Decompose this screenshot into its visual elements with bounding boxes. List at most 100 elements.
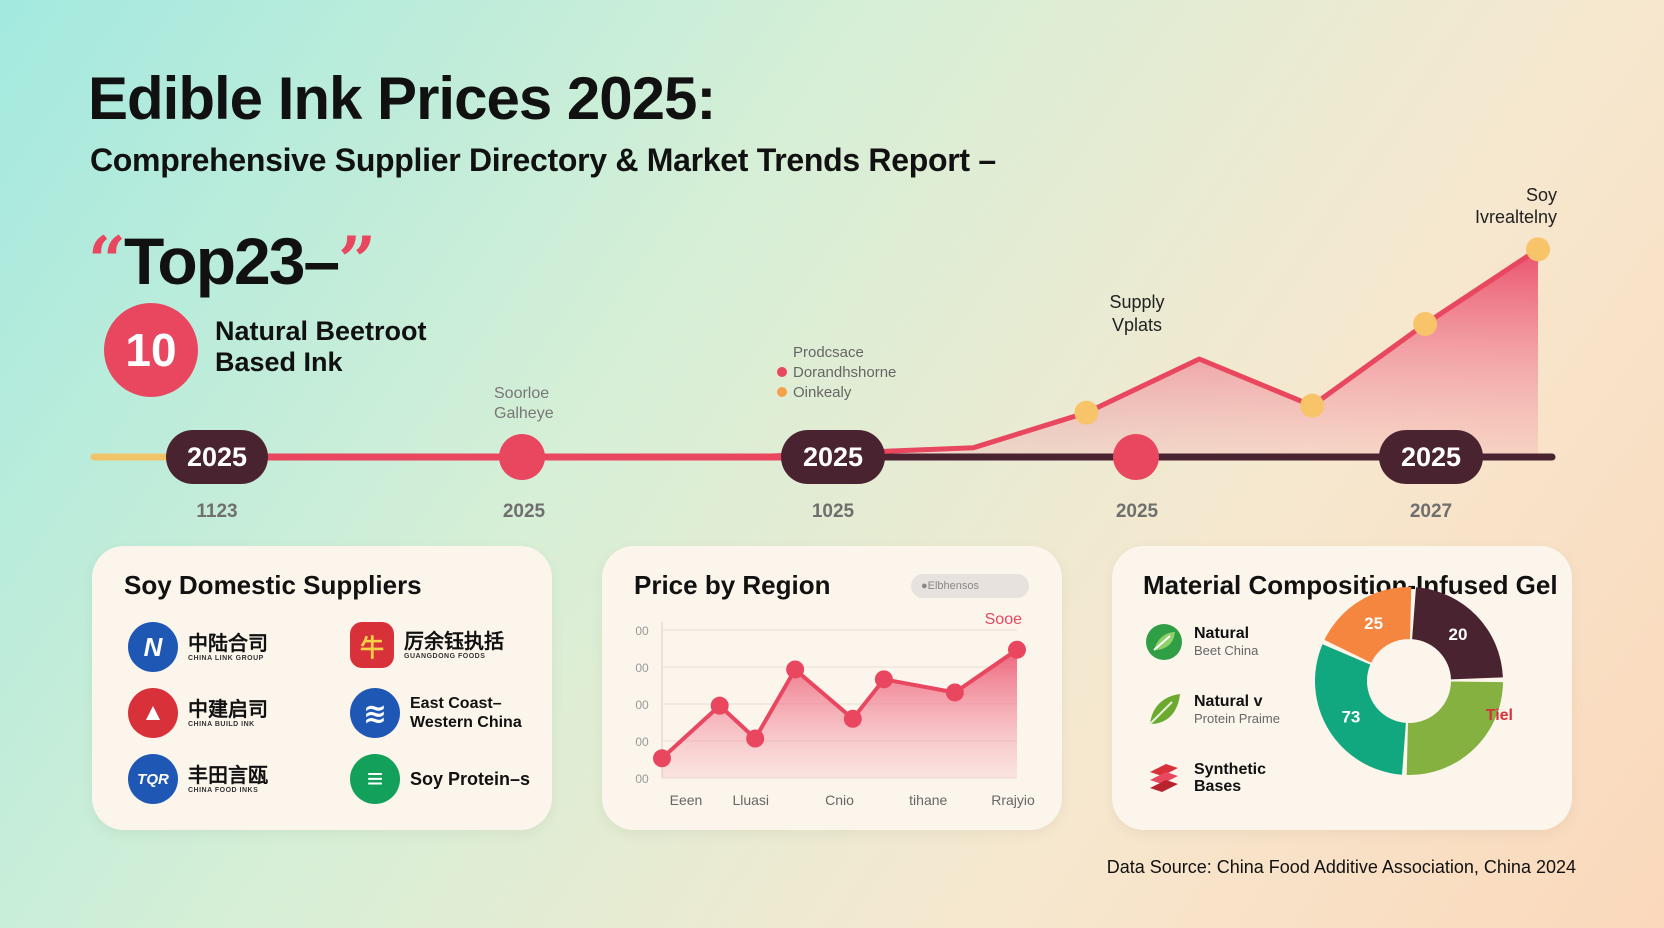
donut-slice-label: 73 (1341, 707, 1360, 726)
timeline-marker (1413, 312, 1438, 336)
donut-slice (1315, 644, 1406, 775)
supplier-item[interactable]: N 中陆合司 CHINA LINK GROUP (128, 622, 268, 672)
page-subtitle: Comprehensive Supplier Directory & Marke… (90, 142, 996, 178)
rank-badge: 10 (104, 303, 198, 397)
leaf-icon (1149, 694, 1180, 725)
supplier-logo-icon: ▲ (128, 688, 178, 738)
supplier-subtitle: GUANGDONG FOODS (404, 652, 486, 660)
price-y-tick: 00 (635, 772, 649, 786)
price-chart-legend[interactable]: ●Elbhensos (911, 574, 1029, 598)
timeline-marker (1074, 400, 1099, 425)
price-area-fill (662, 649, 1017, 778)
supplier-logo-icon: ≋ (350, 688, 400, 738)
material-subtitle: Protein Praime (1194, 711, 1280, 726)
timeline-legend-swatch (777, 367, 787, 377)
quote-close-mark: ” (338, 222, 376, 300)
timeline-legend-item: Dorandhshorne (793, 364, 896, 381)
synthetic-icon (1150, 764, 1178, 792)
material-item[interactable]: Natural Beet China (1144, 622, 1258, 662)
price-series-label: Sooe (985, 611, 1022, 628)
timeline-dot (499, 434, 545, 480)
donut-slice-label: 20 (1449, 625, 1468, 644)
supplier-logo-icon: 牛 (350, 622, 394, 668)
timeline-legend-swatch (777, 387, 787, 397)
supplier-logo-icon: N (128, 622, 178, 672)
timeline-axis-label: 2025 (1116, 501, 1159, 522)
donut-slice (1412, 587, 1503, 680)
timeline-pill-label: 2025 (1401, 442, 1461, 472)
page-title: Edible Ink Prices 2025: (88, 65, 716, 132)
donut-side-label: Tiel (1486, 707, 1513, 724)
material-item[interactable]: Synthetic Bases (1144, 758, 1266, 798)
supplier-item[interactable]: 牛 厉余钰执括 GUANGDONG FOODS (350, 622, 504, 668)
timeline-pill-label: 2025 (187, 442, 247, 472)
price-line-chart: 00 00 00 00 00 Sooe Eeen Lluasi Cnio tihane Rraj… (635, 611, 1035, 808)
price-x-label: tihane (909, 792, 947, 808)
supplier-name: 中陆合司 (188, 632, 268, 655)
supplier-subtitle: CHINA BUILD INK (188, 720, 255, 728)
material-subtitle: Bases (1194, 778, 1242, 795)
rank-badge-label: Natural Beetroot Based Ink (215, 316, 427, 377)
timeline-annotation: Ivrealtelny (1475, 207, 1557, 227)
timeline-pill: 2025 (166, 430, 268, 484)
material-chart-title: Material Composition-Infused Gel (1143, 570, 1558, 600)
supplier-subtitle: CHINA LINK GROUP (188, 654, 264, 662)
price-y-tick: 00 (635, 661, 649, 675)
timeline-pill: 2025 (1379, 430, 1483, 484)
timeline-pill-label: 2025 (803, 442, 863, 472)
price-data-point (653, 749, 671, 768)
leaf-icon (1146, 624, 1182, 660)
quote-open-mark: “ (88, 222, 126, 300)
timeline-axis-label: 1123 (196, 501, 237, 522)
supplier-name: Soy Protein–s (410, 769, 531, 789)
suppliers-card: Soy Domestic Suppliers N 中陆合司 CHINA LINK… (92, 546, 552, 830)
timeline-marker (1300, 393, 1325, 418)
material-name: Natural (1194, 625, 1250, 642)
donut-slice-label: 25 (1364, 614, 1383, 633)
data-source-footer: Data Source: China Food Additive Associa… (1106, 857, 1576, 877)
timeline-dot (1113, 434, 1159, 480)
material-item[interactable]: Natural v Protein Praime (1144, 690, 1280, 730)
price-data-point (786, 660, 805, 679)
material-name: Natural v (1194, 693, 1263, 710)
timeline-chart: 2025 2025 2025 1123 2025 1025 2025 2027 … (90, 185, 1557, 522)
price-y-tick: 00 (635, 698, 649, 712)
price-data-point (710, 696, 729, 715)
timeline-marker (1526, 237, 1550, 262)
price-x-label: Eeen (670, 792, 703, 808)
timeline-trend-line (522, 247, 1540, 460)
timeline-annotation: Vplats (1112, 315, 1162, 335)
timeline-area-fill (522, 249, 1538, 457)
price-data-point (746, 729, 765, 748)
supplier-subtitle: CHINA FOOD INKS (188, 786, 259, 794)
supplier-item[interactable]: ▲ 中建启司 CHINA BUILD INK (128, 688, 268, 738)
material-composition-card: Material Composition-Infused Gel Natural… (1112, 546, 1572, 830)
suppliers-card-title: Soy Domestic Suppliers (124, 570, 422, 600)
supplier-item[interactable]: ≡ Soy Protein–s (350, 754, 530, 804)
price-x-label: Rrajyio (991, 792, 1035, 808)
price-data-point (1008, 640, 1026, 659)
price-y-tick: 00 (635, 624, 649, 638)
price-y-tick: 00 (635, 735, 649, 749)
supplier-name: East Coast– Western China (410, 695, 522, 731)
material-donut-chart: 20 73 25 Tiel (1315, 586, 1513, 776)
supplier-item[interactable]: TQR 丰田言瓯 CHINA FOOD INKS (128, 754, 268, 804)
price-chart-title: Price by Region (634, 570, 831, 600)
supplier-name: 厉余钰执括 (404, 630, 504, 653)
price-data-point (945, 683, 964, 702)
timeline-annotation: Soorloe (494, 385, 549, 402)
price-x-label: Cnio (825, 792, 854, 808)
supplier-item[interactable]: ≋ East Coast– Western China (350, 688, 522, 738)
donut-slice (1406, 681, 1503, 776)
timeline-annotation: Supply (1109, 292, 1164, 312)
material-subtitle: Beet China (1194, 643, 1259, 658)
timeline-legend-title: Prodcsace (793, 344, 864, 361)
legend-text: ●Elbhensos (921, 580, 980, 592)
price-x-label: Lluasi (732, 792, 769, 808)
timeline-annotation: Galheye (494, 405, 554, 422)
material-name: Synthetic (1194, 761, 1267, 778)
quote-headline: “Top23–” (88, 222, 376, 300)
price-data-point (843, 709, 862, 728)
supplier-logo-icon: TQR (128, 754, 178, 804)
timeline-legend-item: Oinkealy (793, 384, 852, 401)
